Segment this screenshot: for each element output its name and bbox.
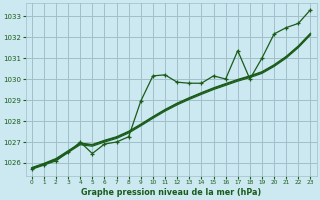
X-axis label: Graphe pression niveau de la mer (hPa): Graphe pression niveau de la mer (hPa)	[81, 188, 261, 197]
